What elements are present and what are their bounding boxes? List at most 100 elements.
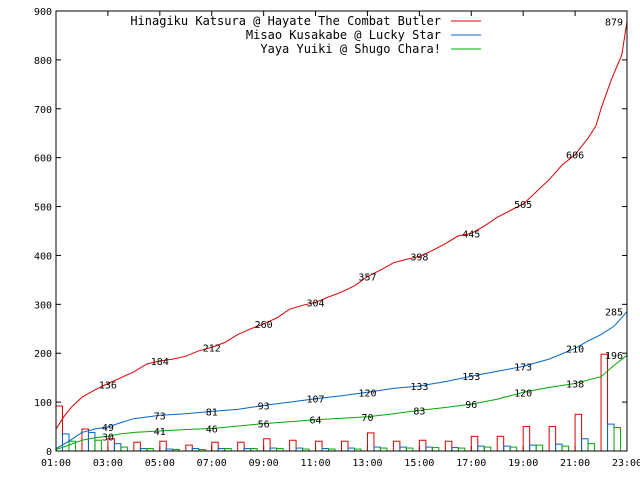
data-label: 64 [310,416,322,427]
data-label: 879 [605,17,623,28]
data-label: 210 [566,344,584,355]
data-label: 107 [307,395,325,406]
legend-label-hinagiku: Hinagiku Katsura @ Hayate The Combat But… [130,14,441,28]
hourly-bar [120,446,128,452]
hourly-bar [61,433,70,452]
y-tick-label: 400 [34,251,52,262]
hourly-bar [470,435,479,452]
hourly-bar [94,439,102,452]
hourly-bar [289,439,297,452]
x-tick-label: 07:00 [197,458,227,469]
data-label: 56 [258,420,270,431]
data-label: 212 [203,343,221,354]
y-tick-label: 900 [34,7,52,18]
y-tick-label: 0 [46,447,52,458]
hourly-bar [418,439,427,452]
hourly-bar [133,441,141,452]
x-tick-label: 23:00 [612,458,640,469]
hourly-bar [425,446,433,452]
legend-label-yaya: Yaya Yuiki @ Shugo Chara! [260,42,441,56]
x-axis: 01:00 03:00 05:00 07:00 09:00 11:00 13:00 15:00… [41,11,640,469]
data-label: 173 [514,362,532,373]
x-tick-label: 05:00 [145,458,175,469]
y-tick-label: 700 [34,105,52,116]
y-tick-label: 300 [34,300,52,311]
y-tick-label: 100 [34,398,52,409]
hourly-bars [55,353,622,452]
hourly-bar [613,427,622,452]
data-label: 285 [605,308,623,319]
hourly-bar [509,446,518,452]
data-label: 133 [410,382,428,393]
hourly-bar [315,440,323,452]
series-line [55,21,628,430]
hourly-bar [444,440,453,452]
hourly-bar [587,443,596,452]
hourly-bar [451,447,459,452]
data-label: 304 [307,298,325,309]
hourly-bar [87,431,96,452]
hourly-bar [237,441,245,452]
x-tick-label: 13:00 [352,458,382,469]
legend-label-misao: Misao Kusakabe @ Lucky Star [246,28,441,42]
legend: Hinagiku Katsura @ Hayate The Combat But… [130,14,481,56]
data-label: 49 [102,423,114,434]
x-tick-label: 17:00 [456,458,486,469]
y-tick-label: 800 [34,56,52,67]
data-label: 445 [462,229,480,240]
hourly-bar [211,441,219,452]
hourly-bar [496,435,505,452]
data-label: 138 [566,380,584,391]
data-label: 120 [514,388,532,399]
x-tick-label: 03:00 [93,458,123,469]
y-tick-label: 200 [34,349,52,360]
data-label: 83 [413,406,425,417]
hourly-bar [477,445,485,452]
cumulative-lines [55,21,628,450]
data-label: 30 [102,432,114,443]
hourly-bar [366,432,375,452]
y-axis: 0 100 200 300 400 500 600 700 800 900 [34,7,627,458]
hourly-bar [431,447,440,452]
hourly-bar [399,446,407,452]
hourly-bar [607,423,615,452]
x-tick-label: 15:00 [404,458,434,469]
hourly-bar [392,440,401,452]
data-label: 120 [358,388,376,399]
data-label: 46 [206,425,218,436]
hourly-bar [574,413,583,452]
data-label: 70 [361,413,373,424]
x-tick-label: 01:00 [41,458,71,469]
hourly-bar [159,440,167,452]
data-label: 606 [566,151,584,162]
series-line [55,354,628,450]
hourly-bar [483,446,492,452]
data-label: 153 [462,372,480,383]
x-tick-label: 11:00 [300,458,330,469]
hourly-bar [548,426,557,452]
data-label: 41 [154,427,166,438]
series-line [55,311,628,450]
hourly-bar [113,443,122,452]
data-label: 136 [99,381,117,392]
hourly-bar [503,445,511,452]
data-label: 357 [358,272,376,283]
hourly-bar [522,426,531,452]
data-label: 260 [255,320,273,331]
hourly-bar [561,445,570,452]
data-labels: 136 184 212 260 304 357 398 445 505 606 879 49 73 81 9… [99,17,623,443]
hourly-bar [600,353,609,452]
data-label: 184 [151,357,169,368]
hourly-bar [555,443,563,452]
hourly-bar [55,405,63,452]
x-tick-label: 19:00 [508,458,538,469]
data-label: 196 [605,351,623,362]
x-tick-label: 21:00 [560,458,590,469]
data-label: 398 [410,252,428,263]
data-label: 73 [154,411,166,422]
hourly-bar [341,440,349,452]
hourly-bar [263,438,271,452]
hourly-bar [535,444,544,452]
x-tick-label: 09:00 [249,458,279,469]
